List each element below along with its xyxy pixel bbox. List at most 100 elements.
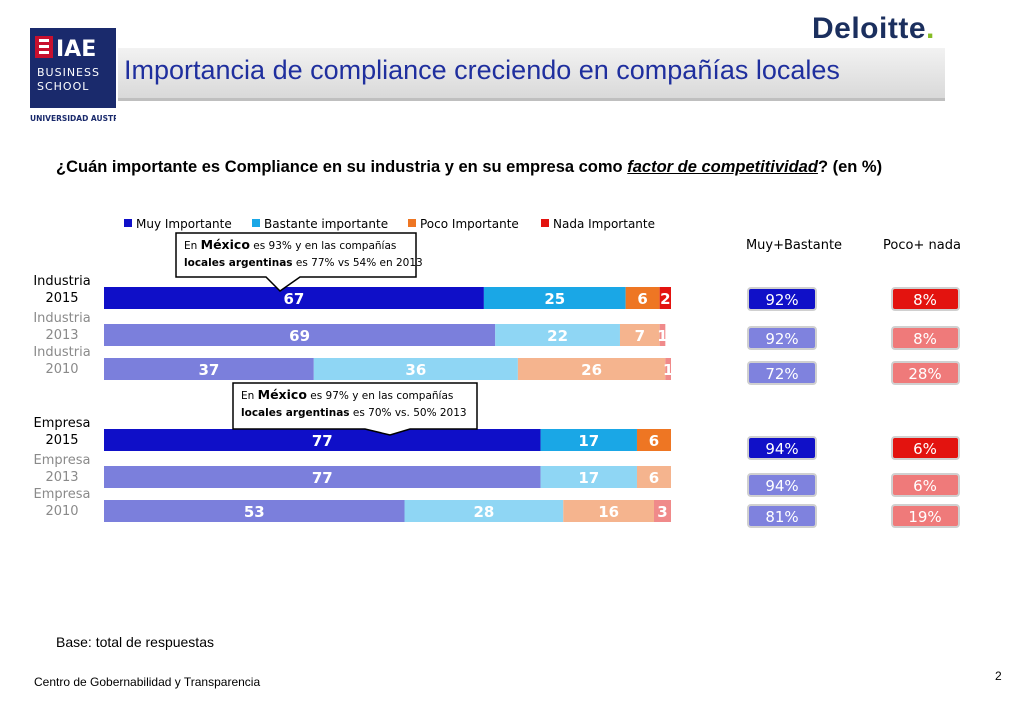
muy-bastante-box (747, 361, 817, 385)
callout-line: locales argentinas es 70% vs. 50% 2013 (241, 407, 467, 419)
bar-value-label: 77 (312, 432, 333, 450)
bar-segment (665, 358, 671, 380)
poco-nada-value: 8% (913, 330, 937, 348)
bar-segment (540, 429, 637, 451)
bar-segment (659, 324, 666, 346)
bar-value-label: 25 (544, 290, 565, 308)
iae-business-school-logo: IAE BUSINESS SCHOOL UNIVERSIDAD AUSTRAL (30, 28, 116, 123)
poco-nada-box (891, 436, 960, 460)
bar-value-label: 6 (637, 290, 647, 308)
poco-nada-value: 8% (913, 291, 937, 309)
svg-text:IAE: IAE (56, 37, 96, 62)
bar-segment (625, 287, 660, 309)
poco-nada-value: 19% (908, 508, 941, 526)
svg-text:BUSINESS: BUSINESS (37, 66, 100, 79)
bar-segment (404, 500, 564, 522)
callouts: En México es 93% y en las compañías local… (175, 232, 478, 436)
summary-header: Poco+ nada (883, 238, 961, 253)
bar-segment (104, 429, 541, 451)
category-label: Industria 2013 (33, 311, 90, 343)
callout-line: En México es 97% y en las compañías (241, 387, 453, 402)
legend-label: Muy Importante (136, 217, 232, 231)
callout-line: En México es 93% y en las compañías (184, 237, 396, 252)
bar-segment (483, 287, 626, 309)
legend-label: Nada Importante (553, 217, 655, 231)
bar-segment (636, 466, 671, 488)
bar-segment (104, 287, 484, 309)
category-label: Empresa 2015 (34, 416, 91, 448)
bar-value-label: 77 (312, 469, 333, 487)
bar-segment (495, 324, 620, 346)
title-band (118, 48, 945, 101)
muy-bastante-value: 94% (765, 440, 798, 458)
poco-nada-value: 28% (908, 365, 941, 383)
muy-bastante-value: 92% (765, 330, 798, 348)
survey-question: ¿Cuán importante es Compliance en su ind… (56, 158, 883, 176)
bar-segment (104, 466, 541, 488)
bar-value-label: 69 (289, 327, 310, 345)
bar-segment (313, 358, 518, 380)
legend-swatch (252, 219, 260, 227)
muy-bastante-box (747, 436, 817, 460)
summary-columns: Muy+Bastante Poco+ nada 92% 8% 92% 8% 72% 28% 94… (746, 238, 961, 528)
bar-value-label: 22 (547, 327, 568, 345)
muy-bastante-value: 94% (765, 477, 798, 495)
category-label: Industria 2010 (33, 345, 90, 377)
category-label: Empresa 2013 (34, 453, 91, 485)
footer-text: Centro de Gobernabilidad y Transparencia (34, 675, 261, 689)
muy-bastante-value: 92% (765, 291, 798, 309)
bar-value-label: 1 (657, 327, 667, 345)
muy-bastante-value: 81% (765, 508, 798, 526)
poco-nada-box (891, 326, 960, 350)
bar-value-label: 37 (198, 361, 219, 379)
poco-nada-box (891, 287, 960, 311)
bar-value-label: 26 (581, 361, 602, 379)
bar-segment (659, 287, 671, 309)
bar-value-label: 6 (649, 469, 659, 487)
bar-value-label: 36 (405, 361, 426, 379)
bar-value-label: 67 (284, 290, 305, 308)
chart-legend: Muy Importante Bastante importante Poco Im… (124, 217, 655, 231)
muy-bastante-box (747, 473, 817, 497)
bar-value-label: 16 (598, 503, 619, 521)
bar-value-label: 1 (663, 361, 673, 379)
muy-bastante-box (747, 287, 817, 311)
callout-box (175, 232, 417, 292)
summary-header: Muy+Bastante (746, 238, 842, 253)
bar-value-label: 6 (649, 432, 659, 450)
category-label: Industria 2015 (33, 274, 90, 306)
svg-text:UNIVERSIDAD AUSTRAL: UNIVERSIDAD AUSTRAL (30, 114, 116, 123)
poco-nada-value: 6% (913, 440, 937, 458)
callout-box (232, 382, 478, 436)
deloitte-logo: Deloitte. (812, 12, 935, 45)
bar-segment (104, 500, 405, 522)
legend-label: Bastante importante (264, 217, 388, 231)
bar-value-label: 2 (660, 290, 670, 308)
bar-value-label: 17 (578, 469, 599, 487)
bar-segment (563, 500, 654, 522)
legend-swatch (408, 219, 416, 227)
bar-segment (517, 358, 666, 380)
bar-value-label: 7 (635, 327, 645, 345)
page-number: 2 (995, 669, 1002, 683)
callout-line: locales argentinas es 77% vs 54% en 2013 (184, 257, 423, 269)
poco-nada-box (891, 504, 960, 528)
poco-nada-box (891, 361, 960, 385)
muy-bastante-value: 72% (765, 365, 798, 383)
base-note: Base: total de respuestas (56, 634, 214, 650)
muy-bastante-box (747, 504, 817, 528)
poco-nada-value: 6% (913, 477, 937, 495)
bar-segment (619, 324, 660, 346)
svg-text:SCHOOL: SCHOOL (37, 80, 89, 93)
bar-segment (104, 358, 314, 380)
legend-label: Poco Importante (420, 217, 519, 231)
category-label: Empresa 2010 (34, 487, 91, 519)
bar-segment (653, 500, 671, 522)
bar-segment (540, 466, 637, 488)
bar-value-label: 53 (244, 503, 265, 521)
page-title: Importancia de compliance creciendo en c… (124, 55, 840, 85)
muy-bastante-box (747, 326, 817, 350)
bar-value-label: 17 (578, 432, 599, 450)
